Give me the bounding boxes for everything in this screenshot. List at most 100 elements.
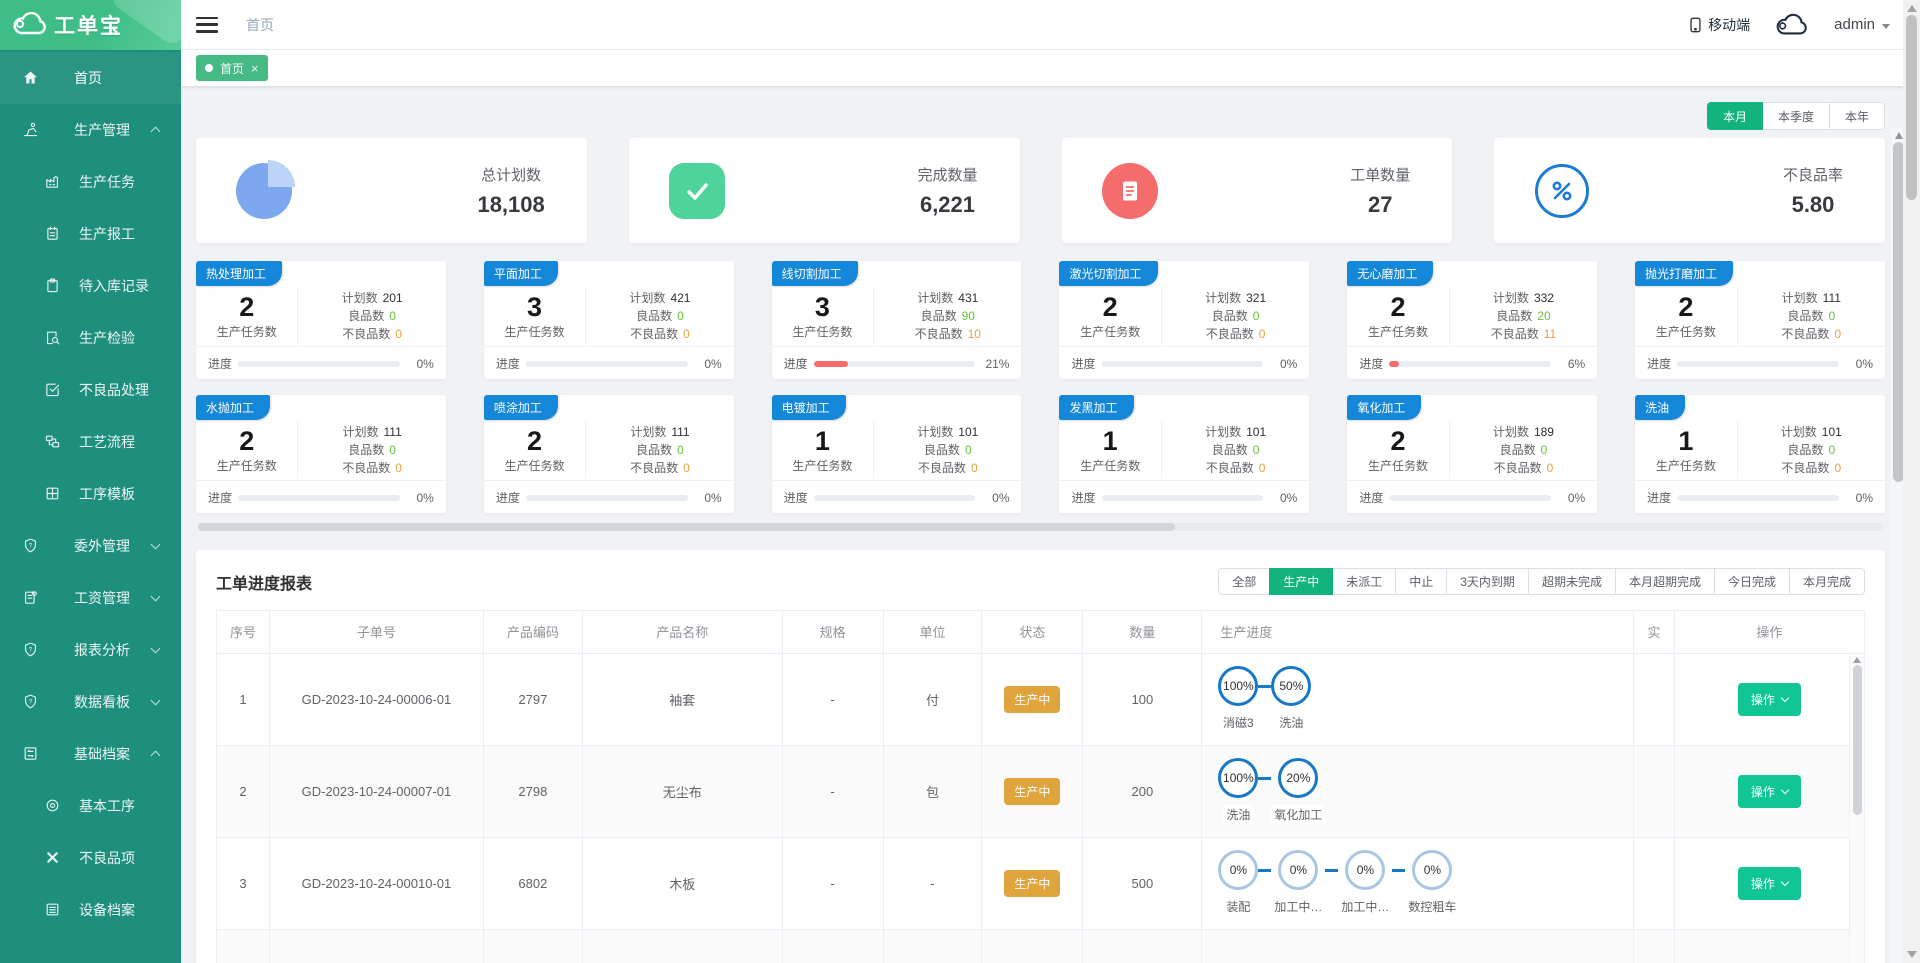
report-work-icon <box>44 225 62 243</box>
progress-bar: 进度 0% <box>1635 480 1885 513</box>
filter-month-overdue-done-button[interactable]: 本月超期完成 <box>1614 568 1715 595</box>
sidebar-group-report-analysis[interactable]: ? 报表分析 <box>0 624 181 676</box>
chevron-up-icon <box>150 750 161 761</box>
username: admin <box>1834 16 1875 33</box>
sidebar-item-production-report[interactable]: 生产报工 <box>0 208 181 260</box>
row-index: 3 <box>217 837 270 930</box>
scroll-down-arrow-icon[interactable] <box>1906 951 1917 958</box>
unit: - <box>883 837 983 930</box>
phone-icon <box>1690 17 1701 32</box>
time-filter-year-button[interactable]: 本年 <box>1828 102 1885 130</box>
sidebar-item-inbound-records[interactable]: 待入库记录 <box>0 260 181 312</box>
row-action-button[interactable]: 操作 <box>1737 774 1801 808</box>
task-count: 2 <box>239 291 255 322</box>
tab-home[interactable]: 首页 × <box>196 55 268 81</box>
svg-text:?: ? <box>29 646 33 653</box>
archive-icon <box>22 745 40 763</box>
process-card-centerless-grinding: 无心磨加工 2 生产任务数 计划数 332 良品数 20 不良品数 11 进度 6% <box>1347 261 1598 379</box>
user-menu[interactable]: admin <box>1834 16 1890 33</box>
clipboard-icon <box>44 277 62 295</box>
unit: 包 <box>883 745 983 838</box>
sidebar-group-production[interactable]: 生产管理 <box>0 104 181 156</box>
sidebar-item-device-archives[interactable]: 设备档案 <box>0 884 181 936</box>
production-progress-steps: 0% 装配 0% 加工中… 0% 加工中… 0% 数控粗车 <box>1202 850 1632 916</box>
status-badge: 生产中 <box>1004 685 1061 713</box>
user-avatar-cloud-icon[interactable] <box>1772 10 1812 40</box>
task-count: 1 <box>814 425 830 456</box>
page-scrollbar-thumb[interactable] <box>1906 15 1917 200</box>
main-area: 首页 移动端 admin <box>181 0 1920 963</box>
task-count: 1 <box>1102 425 1118 456</box>
row-action-button[interactable]: 操作 <box>1737 866 1801 900</box>
process-name-ribbon: 无心磨加工 <box>1347 261 1434 286</box>
mobile-link[interactable]: 移动端 <box>1688 15 1750 35</box>
flow-icon <box>44 433 62 451</box>
table-scrollbar-thumb[interactable] <box>1852 665 1862 815</box>
work-order-table: 序号 子单号 产品编码 产品名称 规格 单位 状态 数量 生产进度 实 操作 <box>216 610 1865 963</box>
sidebar-item-defect-handling[interactable]: 不良品处理 <box>0 364 181 416</box>
sidebar-group-data-board[interactable]: ? 数据看板 <box>0 676 181 728</box>
filter-in-production-button[interactable]: 生产中 <box>1269 568 1334 595</box>
product-code: 2798 <box>483 745 583 838</box>
sidebar-item-process-flow[interactable]: 工艺流程 <box>0 416 181 468</box>
sidebar-item-home[interactable]: 首页 <box>0 52 181 104</box>
chevron-down-icon <box>1780 877 1790 886</box>
spec: - <box>782 837 884 930</box>
sidebar-item-defect-items[interactable]: 不良品项 <box>0 832 181 884</box>
check-icon <box>667 161 727 221</box>
sidebar-item-production-tasks[interactable]: 生产任务 <box>0 156 181 208</box>
stat-value: 27 <box>1368 191 1393 217</box>
chevron-down-icon <box>150 695 161 706</box>
hamburger-menu-icon[interactable] <box>196 16 218 33</box>
sidebar-group-salary[interactable]: 工资管理 <box>0 572 181 624</box>
process-card-spraying: 喷涂加工 2 生产任务数 计划数 111 良品数 0 不良品数 0 进度 0% <box>483 395 734 513</box>
task-count: 2 <box>1390 425 1406 456</box>
status-badge: 生产中 <box>1004 869 1061 897</box>
stat-card-defect-rate: 不良品率 5.80 <box>1494 138 1885 243</box>
progress-bar: 进度 21% <box>771 346 1022 379</box>
filter-due-3days-button[interactable]: 3天内到期 <box>1446 568 1529 595</box>
col-header-unit: 单位 <box>883 611 983 654</box>
time-filter-quarter-button[interactable]: 本季度 <box>1761 102 1830 130</box>
content-scrollbar-thumb[interactable] <box>1893 142 1904 482</box>
progress-bar: 进度 6% <box>1347 346 1598 379</box>
sidebar-nav: 首页 生产管理 生产任务 生产报工 待入库记录 生产检验 <box>0 50 181 936</box>
sidebar-item-process-template[interactable]: 工序模板 <box>0 468 181 520</box>
sidebar-group-base-archives[interactable]: 基础档案 <box>0 728 181 780</box>
filter-all-button[interactable]: 全部 <box>1218 568 1271 595</box>
stat-card-total-plan: 总计划数 18,108 <box>196 138 587 243</box>
horizontal-scrollbar <box>198 523 1883 531</box>
table-row: 1 GD-2023-10-24-00006-01 2797 袖套 - 付 生产中… <box>217 653 1864 746</box>
filter-overdue-unfinished-button[interactable]: 超期未完成 <box>1527 568 1616 595</box>
chevron-down-icon <box>150 591 161 602</box>
time-filter-month-button[interactable]: 本月 <box>1706 102 1763 130</box>
tab-label: 首页 <box>220 61 245 76</box>
progress-bar: 进度 0% <box>1059 480 1310 513</box>
process-name-ribbon: 抛光打磨加工 <box>1635 261 1734 286</box>
breadcrumb[interactable]: 首页 <box>246 16 274 33</box>
filter-undispatched-button[interactable]: 未派工 <box>1332 568 1397 595</box>
sidebar-group-outsourcing[interactable]: ? 委外管理 <box>0 520 181 572</box>
filter-done-today-button[interactable]: 今日完成 <box>1713 568 1790 595</box>
scroll-up-arrow-icon[interactable] <box>1894 132 1903 139</box>
sidebar-item-production-inspection[interactable]: 生产检验 <box>0 312 181 364</box>
filter-aborted-button[interactable]: 中止 <box>1395 568 1448 595</box>
shield-icon: ? <box>22 537 40 555</box>
col-header-index: 序号 <box>217 611 270 654</box>
horizontal-scrollbar-thumb[interactable] <box>198 523 1176 531</box>
progress-bar: 进度 0% <box>196 346 446 379</box>
tab-close-icon[interactable]: × <box>251 60 259 76</box>
salary-doc-icon <box>22 589 40 607</box>
filter-done-this-month-button[interactable]: 本月完成 <box>1788 568 1865 595</box>
check-square-icon <box>44 381 62 399</box>
row-action-button[interactable]: 操作 <box>1737 682 1801 716</box>
scroll-up-arrow-icon[interactable] <box>1906 5 1917 12</box>
progress-bar: 进度 0% <box>196 480 446 513</box>
col-header-qty: 数量 <box>1082 611 1203 654</box>
process-name-ribbon: 喷涂加工 <box>483 395 558 420</box>
mobile-label: 移动端 <box>1708 16 1751 33</box>
sidebar-item-basic-process[interactable]: 基本工序 <box>0 780 181 832</box>
scroll-up-arrow-icon[interactable] <box>1853 657 1861 663</box>
step-progress-circle: 100% <box>1218 666 1259 706</box>
